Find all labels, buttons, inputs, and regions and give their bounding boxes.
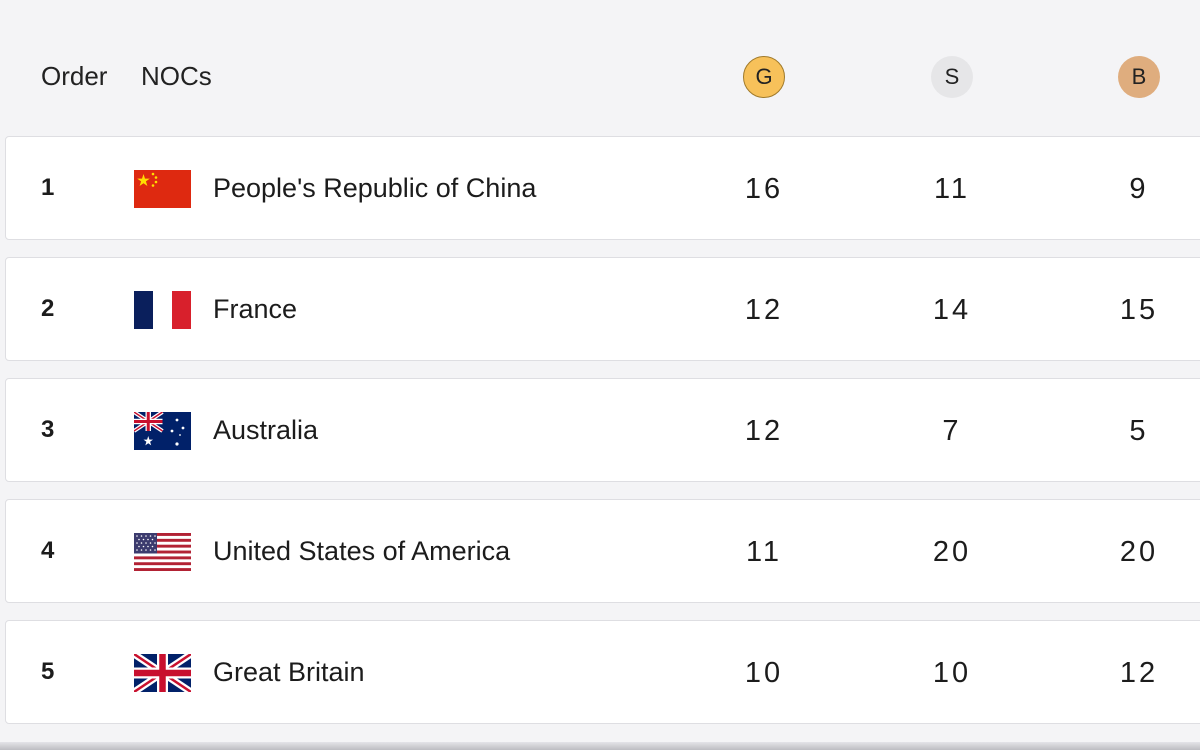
country-name[interactable]: France	[213, 294, 298, 324]
table-row[interactable]: 1 People's Republic of China 16 11 9	[5, 136, 1200, 240]
order-column-header[interactable]: Order	[41, 61, 108, 91]
usa-flag-icon	[134, 533, 191, 571]
gold-count: 11	[745, 536, 783, 568]
gold-count: 12	[744, 415, 784, 447]
gold-count: 12	[744, 294, 784, 326]
silver-medal-icon[interactable]: S	[931, 56, 973, 98]
silver-count: 14	[932, 294, 972, 326]
next-row-edge	[0, 742, 1200, 750]
bronze-count: 15	[1119, 294, 1159, 326]
bronze-count: 20	[1119, 536, 1159, 568]
rank-number: 4	[41, 537, 55, 564]
silver-count: 7	[942, 415, 962, 447]
country-name[interactable]: Great Britain	[213, 657, 365, 687]
table-row[interactable]: 3 A	[5, 378, 1200, 482]
bronze-count: 5	[1129, 415, 1149, 447]
bronze-medal-icon[interactable]: B	[1118, 56, 1160, 98]
silver-count: 10	[932, 657, 972, 689]
rank-number: 2	[41, 295, 55, 322]
table-header: Order NOCs G S B	[0, 0, 1200, 134]
gold-count: 10	[744, 657, 784, 689]
table-row[interactable]: 4 United States of	[5, 499, 1200, 603]
country-name[interactable]: Australia	[213, 415, 319, 445]
rank-number: 5	[41, 658, 55, 685]
country-name[interactable]: People's Republic of China	[213, 173, 537, 203]
rank-number: 1	[41, 174, 55, 201]
nocs-column-header[interactable]: NOCs	[141, 61, 212, 91]
great-britain-flag-icon	[134, 654, 191, 692]
silver-count: 20	[932, 536, 972, 568]
france-flag-icon	[134, 291, 191, 329]
australia-flag-icon	[134, 412, 191, 450]
china-flag-icon	[134, 170, 191, 208]
rank-number: 3	[41, 416, 55, 443]
table-row[interactable]: 2 France 12 14 15	[5, 257, 1200, 361]
country-name[interactable]: United States of America	[213, 536, 511, 566]
bronze-count: 9	[1129, 173, 1149, 205]
gold-medal-icon[interactable]: G	[743, 56, 785, 98]
bronze-count: 12	[1119, 657, 1159, 689]
gold-count: 16	[744, 173, 784, 205]
silver-count: 11	[933, 173, 971, 205]
table-row[interactable]: 5 Great Britain 10 10 12	[5, 620, 1200, 724]
